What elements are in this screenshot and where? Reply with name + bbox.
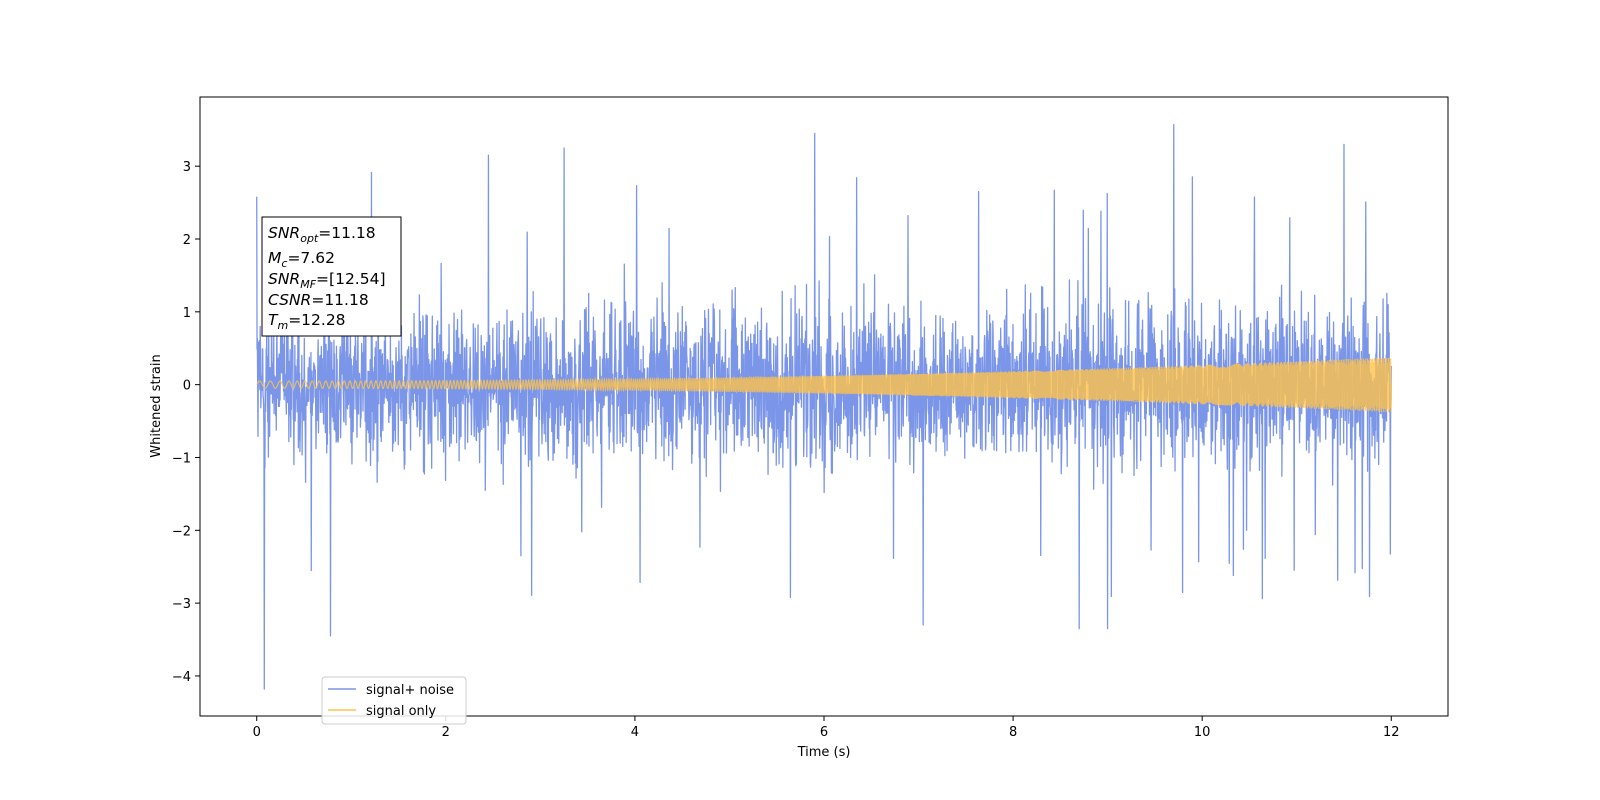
x-axis-label: Time (s)	[797, 745, 851, 760]
y-tick-label: −3	[172, 597, 191, 612]
x-tick-label: 12	[1383, 725, 1400, 740]
y-tick-label: 1	[183, 306, 191, 321]
x-tick-label: 0	[253, 725, 261, 740]
annotation-tm: Tm=12.28	[268, 311, 346, 332]
y-tick-label: 0	[183, 379, 191, 394]
y-axis-ticks: −4 −3 −2 −1 0 1 2 3	[172, 160, 200, 685]
y-tick-label: 2	[183, 233, 191, 248]
annotation-snr-mf: SNRMF=[12.54]	[268, 270, 386, 291]
x-tick-label: 8	[1009, 725, 1017, 740]
series-layer	[256, 124, 1392, 690]
annotation-frame	[261, 216, 402, 337]
legend-label-signal-only: signal only	[366, 704, 436, 719]
x-tick-label: 4	[631, 725, 639, 740]
annotation-mc: Mc=7.62	[268, 249, 335, 270]
annotation-box: SNRopt=11.18 Mc=7.62 SNRMF=[12.54] CSNR=…	[261, 216, 402, 337]
annotation-csnr: CSNR=11.18	[268, 291, 369, 309]
x-axis-ticks: 0 2 4 6 8 10 12	[253, 716, 1400, 740]
y-tick-label: 3	[183, 160, 191, 175]
y-tick-label: −1	[172, 451, 191, 466]
y-axis-label: Whitened strain	[149, 354, 164, 457]
y-tick-label: −2	[172, 524, 191, 539]
legend: signal+ noise signal only	[321, 676, 467, 725]
x-tick-label: 6	[820, 725, 828, 740]
legend-label-signal-noise: signal+ noise	[366, 683, 454, 698]
annotation-snr-opt: SNRopt=11.18	[268, 224, 376, 245]
x-tick-label: 10	[1194, 725, 1211, 740]
legend-frame	[321, 676, 467, 725]
y-tick-label: −4	[172, 670, 191, 685]
series-line-signal-only	[256, 357, 1392, 413]
x-tick-label: 2	[442, 725, 450, 740]
